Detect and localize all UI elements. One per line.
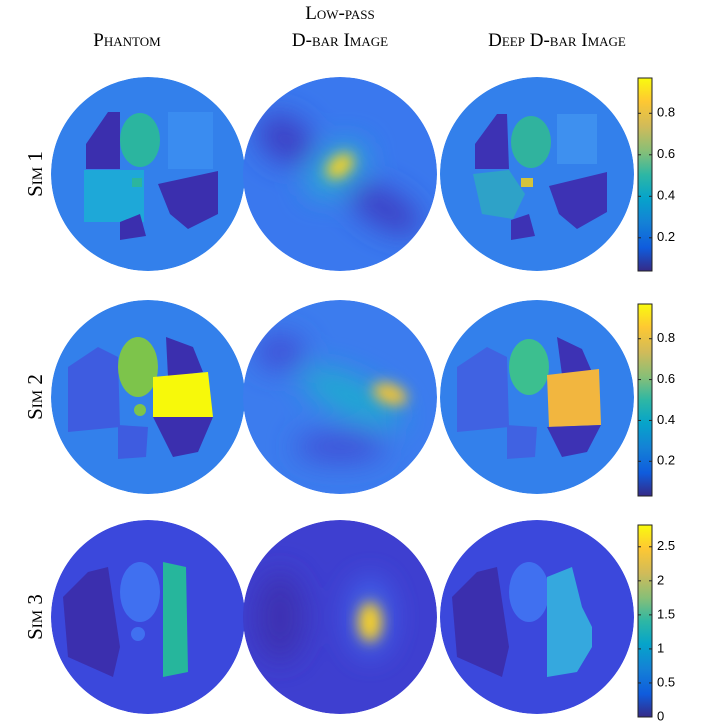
colorbar-tick-label: 0.8 xyxy=(657,330,675,345)
colorbar xyxy=(637,303,653,497)
colorbar xyxy=(637,77,653,272)
column-title: Deep D-bar Image xyxy=(488,30,626,51)
deep-dbar-image xyxy=(440,300,634,494)
colorbar-tick-label: 0.6 xyxy=(657,371,675,386)
row-label: Sim 2 xyxy=(23,374,47,420)
colorbar-tick-label: 0.6 xyxy=(657,146,675,161)
colorbar-tick-label: 0.5 xyxy=(657,674,675,689)
row-label: Sim 3 xyxy=(23,594,47,640)
colorbar-tick-label: 0.2 xyxy=(657,453,675,468)
colorbar-tick-label: 2.5 xyxy=(657,538,675,553)
lowpass-image xyxy=(243,300,437,494)
phantom-image xyxy=(51,520,245,714)
colorbar-tick-label: 1 xyxy=(657,640,664,655)
colorbar-tick-label: 1.5 xyxy=(657,606,675,621)
deep-dbar-image xyxy=(440,520,634,714)
colorbar-tick-label: 0.4 xyxy=(657,188,675,203)
colorbar xyxy=(637,524,653,718)
colorbar-tick-label: 0.4 xyxy=(657,412,675,427)
colorbar-tick-label: 2 xyxy=(657,572,664,587)
deep-dbar-image xyxy=(440,77,634,271)
colorbar-tick-label: 0 xyxy=(657,708,664,723)
phantom-image xyxy=(51,300,245,494)
row-label: Sim 1 xyxy=(23,151,47,197)
column-title: Phantom xyxy=(93,30,161,51)
phantom-image xyxy=(51,77,245,271)
lowpass-image xyxy=(243,77,437,271)
column-title: Low-pass xyxy=(305,3,374,24)
column-title: D-bar Image xyxy=(292,30,388,51)
colorbar-tick-label: 0.2 xyxy=(657,229,675,244)
colorbar-tick-label: 0.8 xyxy=(657,105,675,120)
lowpass-image xyxy=(243,520,437,714)
